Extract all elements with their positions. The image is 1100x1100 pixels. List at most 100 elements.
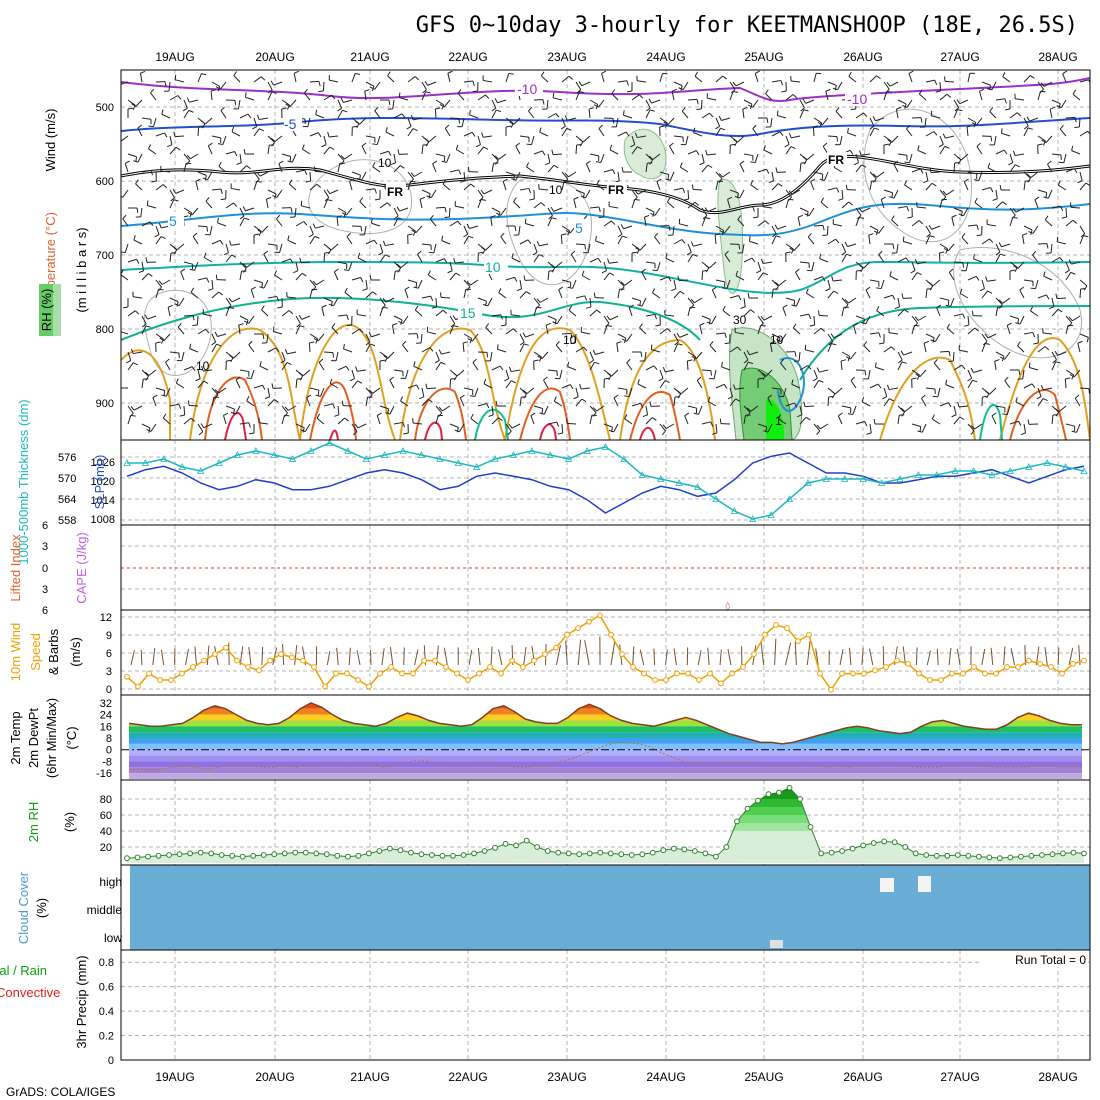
wind-barb-flag [946, 93, 952, 98]
wind-barb-flag [985, 276, 988, 282]
wind-barb [880, 199, 885, 209]
wind-barb-flag [662, 367, 666, 373]
wind-barb-flag [805, 416, 811, 421]
wind-barb-flag [231, 126, 235, 132]
wind-barb-flag [369, 274, 372, 281]
wind-barb-flag [1083, 285, 1088, 291]
wind-barb-flag [188, 109, 194, 113]
wind-barb-flag [668, 225, 671, 231]
wind-barb [1079, 130, 1088, 137]
wind-barb [175, 79, 185, 83]
wind-barb-flag [860, 267, 864, 273]
wind-barb-flag [900, 350, 904, 356]
wind-barb-flag [442, 309, 448, 314]
wind-barb [785, 135, 790, 145]
wind-barb [281, 415, 285, 425]
wind-barb-flag [427, 398, 433, 403]
wind-barb-flag [480, 189, 485, 195]
wind-barb [539, 243, 549, 247]
wind-barb-flag [516, 288, 522, 292]
wind-barb [183, 405, 186, 416]
wind-barb [707, 401, 717, 407]
wind-barb-flag [664, 380, 670, 384]
temp-contour-5-surface [777, 357, 805, 412]
cloud-axis-label-units: (%) [34, 898, 49, 918]
wind-barb-flag [948, 360, 954, 362]
thickness-point [380, 451, 389, 458]
wind-barb [1051, 297, 1055, 307]
wind-barb-flag [637, 379, 640, 385]
wind-barb-flag [686, 251, 692, 256]
wind-barb-flag [368, 389, 374, 394]
wind-speed-point [1026, 657, 1032, 664]
rh-point [723, 844, 730, 850]
wind-barb [651, 99, 661, 104]
wind-barb-flag [592, 349, 596, 355]
wind-barb-flag [498, 417, 503, 422]
wind-barb-flag [825, 88, 831, 92]
wind-barb [519, 239, 529, 245]
wind-barb [477, 297, 487, 302]
wind-barb [1058, 405, 1067, 413]
wind-barb-flag [215, 86, 221, 90]
wind-barb-flag [711, 432, 718, 435]
wind-barb [610, 641, 616, 666]
wind-barb [875, 366, 885, 371]
wind-barb-flag [570, 333, 573, 339]
wind-barb-flag [331, 94, 336, 100]
wind-barb [337, 405, 340, 416]
wind-barb-flag [771, 233, 777, 238]
wind-barb [449, 220, 458, 227]
wind-barb [174, 135, 185, 138]
wind-barb [511, 423, 521, 429]
wind-speed-point [245, 664, 251, 670]
wind-barb [774, 638, 777, 666]
run-total: Run Total = 0 [1015, 953, 1086, 967]
wind-speed-point [476, 670, 482, 677]
wind-barb-flag [137, 124, 143, 129]
wind-barb-flag [964, 178, 969, 183]
wind-barb [169, 252, 172, 263]
wind-barb-flag [318, 358, 324, 363]
wind-barb [1051, 308, 1059, 317]
wind-barb-flag [833, 290, 839, 295]
wind-barb [628, 387, 633, 397]
wind-barb-flag [372, 162, 376, 167]
wind-barb [799, 99, 805, 109]
wind-barb-flag [414, 305, 419, 311]
wind-barb-flag [1058, 103, 1061, 109]
wind-barb-flag [998, 242, 1002, 248]
wind-barb-flag [454, 429, 460, 433]
wind-barb-flag [1064, 269, 1070, 274]
wind-barb [1073, 369, 1081, 378]
wind-barb [463, 171, 466, 182]
wind-barb-flag [372, 291, 377, 296]
wind-barb [525, 223, 535, 227]
wind-barb [1019, 315, 1025, 325]
wind-barb [981, 81, 991, 86]
wind-barb [150, 423, 157, 432]
wind-barb [483, 189, 493, 195]
wind-barb [463, 183, 472, 191]
wind-barb [993, 135, 997, 145]
wind-barb-flag [791, 379, 794, 385]
wind-barb [699, 325, 703, 335]
wind-barb [273, 81, 283, 86]
wind-barb-flag [309, 341, 315, 344]
wind-barb [687, 189, 690, 200]
wind-barb-flag [999, 184, 1002, 191]
wind-barb [316, 279, 325, 286]
wind-barb-flag [737, 346, 742, 351]
wind-barb [967, 379, 973, 389]
thickness-point [1006, 467, 1015, 474]
wind-barb-flag [533, 359, 539, 362]
wind-barb [505, 171, 515, 176]
wind-barb-flag [1015, 164, 1020, 168]
wind-barb [959, 293, 969, 299]
wind-barb [261, 646, 264, 666]
wind-barb [204, 117, 213, 125]
wind-barb [533, 243, 538, 253]
wind-barb-flag [486, 403, 490, 409]
rh-contour [308, 159, 412, 235]
wind-barb-flag [192, 315, 195, 321]
